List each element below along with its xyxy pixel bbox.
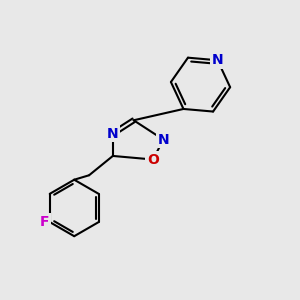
Text: N: N [158,133,169,147]
Text: N: N [107,127,119,141]
Text: N: N [212,53,224,67]
Text: O: O [147,152,159,167]
Text: F: F [40,215,49,229]
